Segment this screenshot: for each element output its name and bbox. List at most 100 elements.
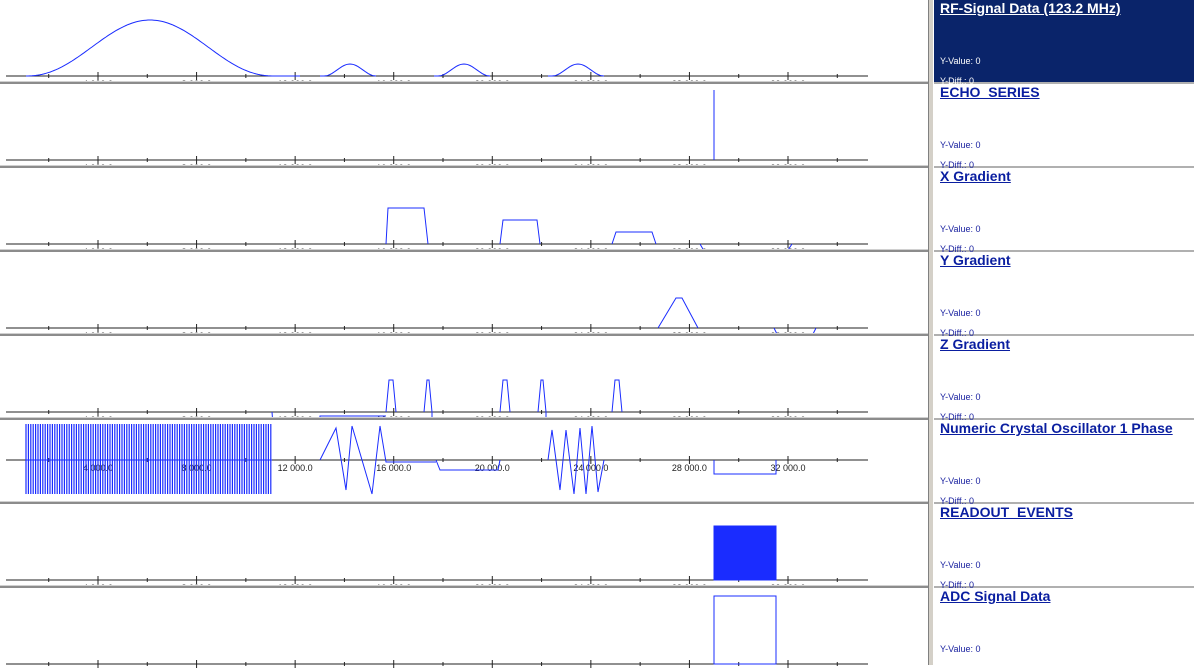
tick-label: 16 000.0: [376, 415, 411, 417]
rf-refocus-pulse-0: [320, 63, 377, 77]
plot-area[interactable]: 4 000.0 8 000.0 12 000.0 16 000.0 20 000.0 24…: [0, 0, 930, 668]
tick-label: 4 000.0: [83, 79, 113, 81]
track-title-link[interactable]: READOUT_EVENTS: [940, 504, 1074, 520]
track-title-link[interactable]: ECHO_SERIES: [940, 84, 1040, 100]
track-title-link[interactable]: X Gradient: [940, 168, 1011, 184]
x-grad-lobe-2: [499, 219, 541, 245]
track-plot-7[interactable]: [0, 588, 928, 669]
nco-phase-dense: [25, 424, 272, 494]
adc-window: [713, 595, 777, 665]
tick-label: 32 000.0: [770, 79, 805, 81]
track-separator[interactable]: [0, 249, 930, 252]
tick-label: 8 000.0: [182, 79, 212, 81]
track-info-panel[interactable]: READOUT_EVENTS Y-Value: 0 Y-Diff.: 0: [934, 504, 1194, 590]
nco-ramp-2: [547, 425, 605, 495]
z-grad-dip-2: [545, 412, 547, 417]
track-separator[interactable]: [0, 81, 930, 84]
z-grad-dip-1: [431, 412, 433, 417]
track-plot-0[interactable]: 4 000.0 8 000.0 12 000.0 16 000.0 20 000.0 24…: [0, 0, 928, 81]
tick-label: 32 000.0: [770, 163, 805, 165]
readout-event-block: [713, 525, 777, 581]
rf-refocus-pulse-2: [548, 63, 605, 77]
tick-label: 12 000.0: [278, 79, 313, 81]
track-separator[interactable]: [0, 333, 930, 336]
tick-label: 24 000.0: [573, 463, 608, 473]
track-title-link[interactable]: Y Gradient: [940, 252, 1011, 268]
track-plot-4[interactable]: 4 000.0 8 000.0 12 000.0 16 000.0 20 000.0 24…: [0, 336, 928, 417]
tick-label: 20 000.0: [475, 247, 510, 249]
y-grad-phase: [657, 297, 699, 329]
y-diff-readout: Y-Diff.: 0: [940, 496, 975, 506]
y-value-readout: Y-Value: 0: [940, 392, 981, 402]
tick-label: 12 000.0: [278, 415, 313, 417]
tick-label: 4 000.0: [83, 415, 113, 417]
y-value-readout: Y-Value: 0: [940, 308, 981, 318]
tick-label: 16 000.0: [376, 583, 411, 585]
track-title-link[interactable]: Numeric Crystal Oscillator 1 Phase: [940, 420, 1173, 436]
track-plot-1[interactable]: 4 000.0 8 000.0 12 000.0 16 000.0 20 000.0 24…: [0, 84, 928, 165]
track-plot-2[interactable]: 4 000.0 8 000.0 12 000.0 16 000.0 20 000.0 24…: [0, 168, 928, 249]
tick-label: 12 000.0: [278, 463, 313, 473]
y-diff-readout: Y-Diff.: 0: [940, 160, 975, 170]
y-value-readout: Y-Value: 0: [940, 56, 981, 66]
tick-label: 28 000.0: [672, 463, 707, 473]
track-plot-5[interactable]: 4 000.0 8 000.0 12 000.0 16 000.0 20 000.0 24…: [0, 420, 928, 501]
nco-step-2: [713, 460, 777, 475]
tick-label: 28 000.0: [672, 79, 707, 81]
y-value-readout: Y-Value: 0: [940, 224, 981, 234]
tick-label: 20 000.0: [475, 331, 510, 333]
nco-ramp-1: [319, 425, 436, 495]
tick-label: 20 000.0: [475, 415, 510, 417]
x-grad-lobe-3: [611, 231, 657, 245]
track-info-panel[interactable]: Numeric Crystal Oscillator 1 Phase Y-Valu…: [934, 420, 1194, 506]
track-title-link[interactable]: ADC Signal Data: [940, 588, 1051, 604]
tick-label: 16 000.0: [376, 331, 411, 333]
tick-label: 12 000.0: [278, 583, 313, 585]
track-separator[interactable]: [0, 165, 930, 168]
y-diff-readout: Y-Diff.: 0: [940, 328, 975, 338]
track-title-link[interactable]: RF-Signal Data (123.2 MHz): [940, 0, 1121, 16]
rf-refocus-pulse-1: [434, 63, 491, 77]
tick-label: 24 000.0: [573, 79, 608, 81]
tick-label: 16 000.0: [376, 247, 411, 249]
track-title-link[interactable]: Z Gradient: [940, 336, 1011, 352]
tick-label: 4 000.0: [83, 331, 113, 333]
track-info-panel[interactable]: ECHO_SERIES Y-Value: 0 Y-Diff.: 0: [934, 84, 1194, 170]
y-value-readout: Y-Value: 0: [940, 140, 981, 150]
track-plot-6[interactable]: 4 000.0 8 000.0 12 000.0 16 000.0 20 000.0 24…: [0, 504, 928, 585]
y-value-readout: Y-Value: 0: [940, 476, 981, 486]
tick-label: 32 000.0: [770, 583, 805, 585]
track-separator[interactable]: [0, 585, 930, 588]
tick-label: 32 000.0: [770, 331, 805, 333]
track-info-panel[interactable]: Y Gradient Y-Value: 0 Y-Diff.: 0: [934, 252, 1194, 338]
tick-label: 12 000.0: [278, 331, 313, 333]
z-grad-crusher-0: [385, 379, 397, 413]
track-separator[interactable]: [0, 501, 930, 504]
track-info-panel[interactable]: RF-Signal Data (123.2 MHz) Y-Value: 0 Y-Di…: [934, 0, 1194, 86]
tick-label: 28 000.0: [672, 163, 707, 165]
track-info-panel[interactable]: ADC Signal Data Y-Value: 0: [934, 588, 1194, 665]
tick-label: 4 000.0: [83, 247, 113, 249]
tick-label: 24 000.0: [573, 247, 608, 249]
tick-label: 8 000.0: [182, 163, 212, 165]
tick-label: 12 000.0: [278, 247, 313, 249]
tick-label: 28 000.0: [672, 583, 707, 585]
track-info-panel[interactable]: X Gradient Y-Value: 0 Y-Diff.: 0: [934, 168, 1194, 254]
track-info-panel[interactable]: Z Gradient Y-Value: 0 Y-Diff.: 0: [934, 336, 1194, 422]
tick-label: 20 000.0: [475, 163, 510, 165]
track-plot-3[interactable]: 4 000.0 8 000.0 12 000.0 16 000.0 20 000.0 24…: [0, 252, 928, 333]
y-diff-readout: Y-Diff.: 0: [940, 244, 975, 254]
tick-label: 24 000.0: [573, 331, 608, 333]
tick-label: 8 000.0: [182, 247, 212, 249]
y-value-readout: Y-Value: 0: [940, 560, 981, 570]
vertical-splitter[interactable]: [928, 0, 934, 665]
tick-label: 28 000.0: [672, 415, 707, 417]
z-grad-crusher-4: [611, 379, 623, 413]
track-separator[interactable]: [0, 417, 930, 420]
tick-label: 8 000.0: [182, 583, 212, 585]
tick-label: 24 000.0: [573, 415, 608, 417]
tick-label: 20 000.0: [475, 583, 510, 585]
y-value-readout: Y-Value: 0: [940, 644, 981, 654]
tick-label: 16 000.0: [376, 463, 411, 473]
z-grad-slice: [271, 411, 386, 417]
